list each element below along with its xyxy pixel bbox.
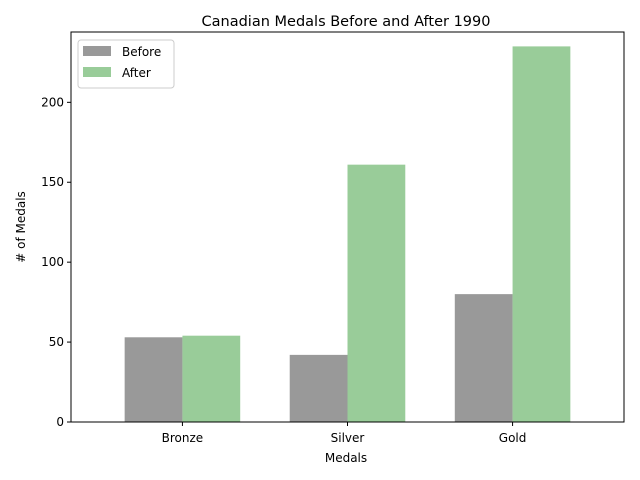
y-tick-label: 100 (41, 255, 64, 269)
y-tick-label: 150 (41, 175, 64, 189)
x-tick-label-gold: Gold (499, 431, 527, 445)
legend-swatch-before (83, 46, 111, 56)
y-tick-label: 50 (49, 335, 64, 349)
y-tick-label: 0 (56, 415, 64, 429)
x-tick-label-silver: Silver (331, 431, 365, 445)
x-axis-label: Medals (325, 451, 367, 465)
bar-before-silver (289, 354, 348, 422)
bar-after-gold (512, 46, 571, 422)
x-tick-label-bronze: Bronze (162, 431, 204, 445)
legend-label-before: Before (122, 45, 161, 59)
bar-before-gold (454, 294, 513, 422)
x-axis-ticks: Bronze Silver Gold (162, 422, 527, 445)
y-tick-label: 200 (41, 95, 64, 109)
legend-label-after: After (122, 66, 151, 80)
bars-group (124, 46, 571, 422)
bar-after-silver (347, 164, 406, 422)
y-axis-ticks: 0 50 100 150 200 (41, 95, 71, 429)
bar-after-bronze (182, 335, 241, 422)
bar-before-bronze (124, 337, 183, 422)
chart-title: Canadian Medals Before and After 1990 (202, 14, 491, 30)
legend-swatch-after (83, 67, 111, 77)
legend: Before After (77, 39, 175, 89)
y-axis-label: # of Medals (14, 191, 28, 263)
